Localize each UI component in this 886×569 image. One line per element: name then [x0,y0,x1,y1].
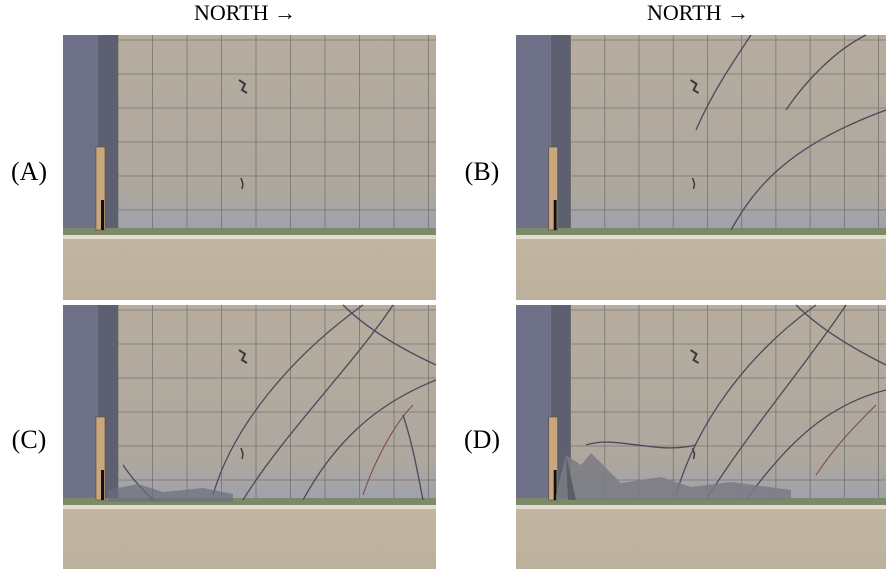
photo-panel [63,35,436,300]
panel-label: (C) [12,425,47,454]
panel-label: (A) [11,157,47,186]
photo-panel [63,304,437,569]
column-heading: NORTH → [647,0,749,25]
panel-label: (D) [464,425,500,454]
panel-label: (B) [465,157,500,186]
photo-panel [516,34,886,300]
column-heading: NORTH → [194,0,296,25]
photo-panel [516,304,886,569]
